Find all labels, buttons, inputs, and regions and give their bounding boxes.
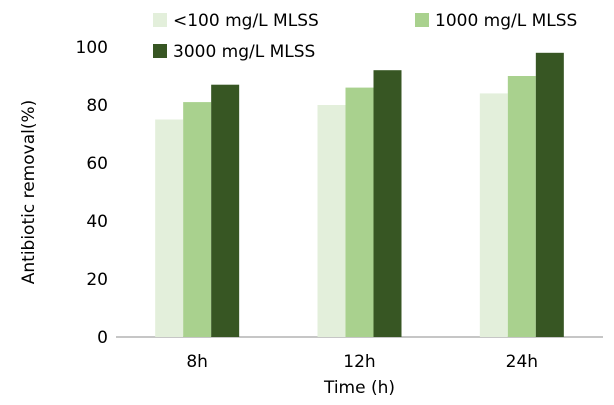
bar xyxy=(373,70,402,337)
legend-item: 1000 mg/L MLSS xyxy=(415,11,577,31)
bar xyxy=(317,105,346,337)
y-tick-label: 100 xyxy=(76,38,108,58)
x-tick-label: 8h xyxy=(186,352,208,372)
legend-swatch xyxy=(153,13,167,27)
bar xyxy=(183,102,212,337)
bar xyxy=(507,76,536,337)
legend-label: <100 mg/L MLSS xyxy=(173,11,319,31)
legend-label: 3000 mg/L MLSS xyxy=(173,42,315,62)
y-tick-label: 80 xyxy=(86,96,108,116)
y-tick-label: 20 xyxy=(86,270,108,290)
y-axis-title: Antibiotic removal(%) xyxy=(19,100,39,285)
bar xyxy=(535,52,564,338)
y-tick-label: 60 xyxy=(86,154,108,174)
bars xyxy=(155,52,564,338)
x-axis: 8h 12h 24h xyxy=(116,336,603,372)
bar xyxy=(211,84,240,337)
bar xyxy=(155,119,184,337)
legend: <100 mg/L MLSS 1000 mg/L MLSS 3000 mg/L ML… xyxy=(153,11,577,62)
legend-swatch xyxy=(153,44,167,58)
x-tick-label: 24h xyxy=(506,352,538,372)
x-tick-label: 12h xyxy=(343,352,375,372)
y-axis: 0 20 40 60 80 100 xyxy=(76,38,108,348)
legend-item: 3000 mg/L MLSS xyxy=(153,42,315,62)
y-tick-label: 0 xyxy=(97,328,108,348)
bar xyxy=(479,93,508,338)
legend-item: <100 mg/L MLSS xyxy=(153,11,319,31)
x-axis-title: Time (h) xyxy=(323,378,395,398)
y-tick-label: 40 xyxy=(86,212,108,232)
legend-swatch xyxy=(415,13,429,27)
bar xyxy=(345,87,374,337)
legend-label: 1000 mg/L MLSS xyxy=(435,11,577,31)
